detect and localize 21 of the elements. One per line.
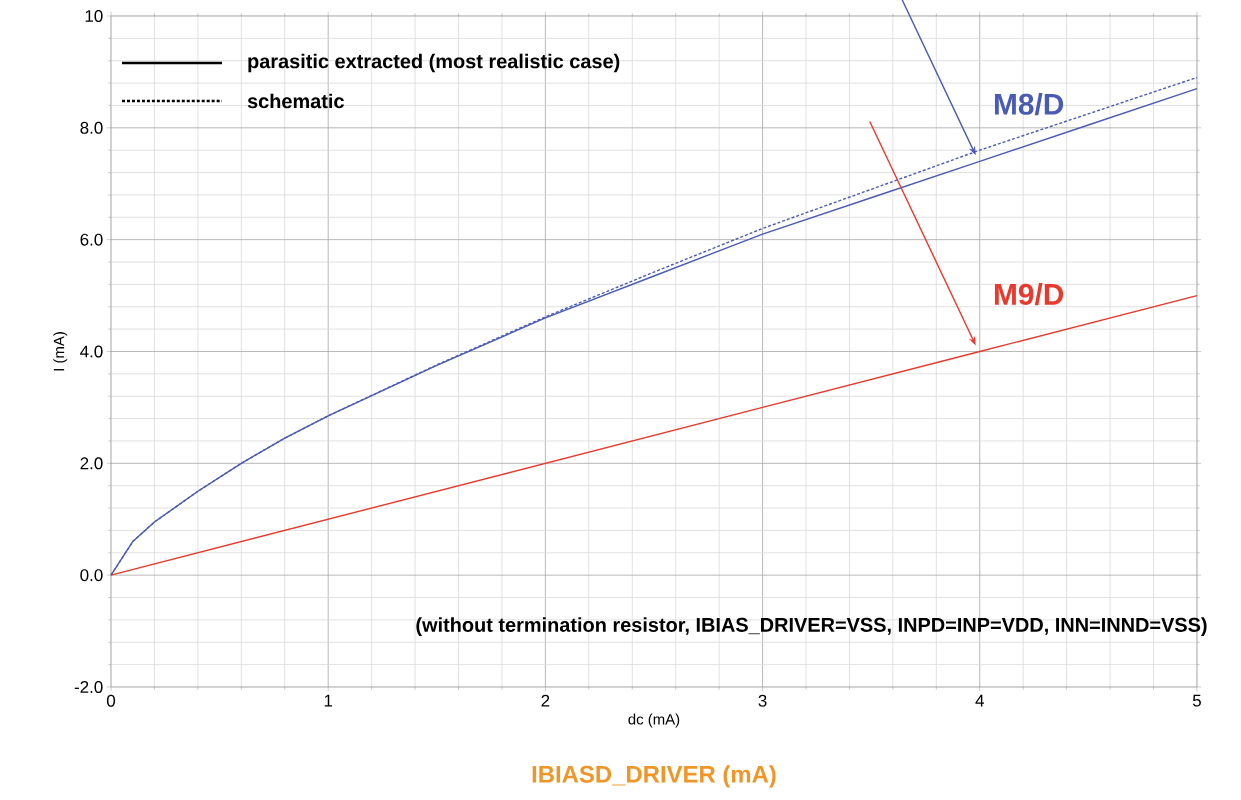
y-tick-label: -2.0 — [74, 680, 103, 693]
y-tick-label: 6.0 — [80, 233, 103, 246]
x-tick-label: 2 — [541, 694, 550, 707]
x-tick-label: 5 — [1192, 694, 1201, 707]
annotation: schematic — [247, 93, 344, 109]
y-tick-label: 8.0 — [80, 121, 103, 134]
y-tick-label: 0.0 — [80, 569, 103, 582]
y-tick-label: 10 — [85, 9, 103, 22]
x-axis-title: dc (mA) — [628, 713, 680, 728]
y-tick-label: 4.0 — [80, 345, 103, 358]
series-label: M8/D — [994, 92, 1064, 116]
x-tick-label: 4 — [975, 694, 984, 707]
x-tick-label: 3 — [758, 694, 767, 707]
y-axis-title: I (mA) — [53, 332, 68, 371]
series-label: M9/D — [994, 283, 1064, 306]
text: IBIASD_DRIVER (mA) — [532, 765, 776, 788]
annotation: (without termination resistor, IBIAS_DRIVER=VSS, INPD=INP=VDD, INN=INND=VSS) — [416, 617, 1207, 636]
annotation: parasitic extracted (most realistic case) — [248, 53, 620, 73]
x-tick-label: 0 — [106, 694, 116, 707]
y-tick-label: 2.0 — [80, 457, 103, 470]
x-tick-label: 1 — [324, 694, 333, 707]
